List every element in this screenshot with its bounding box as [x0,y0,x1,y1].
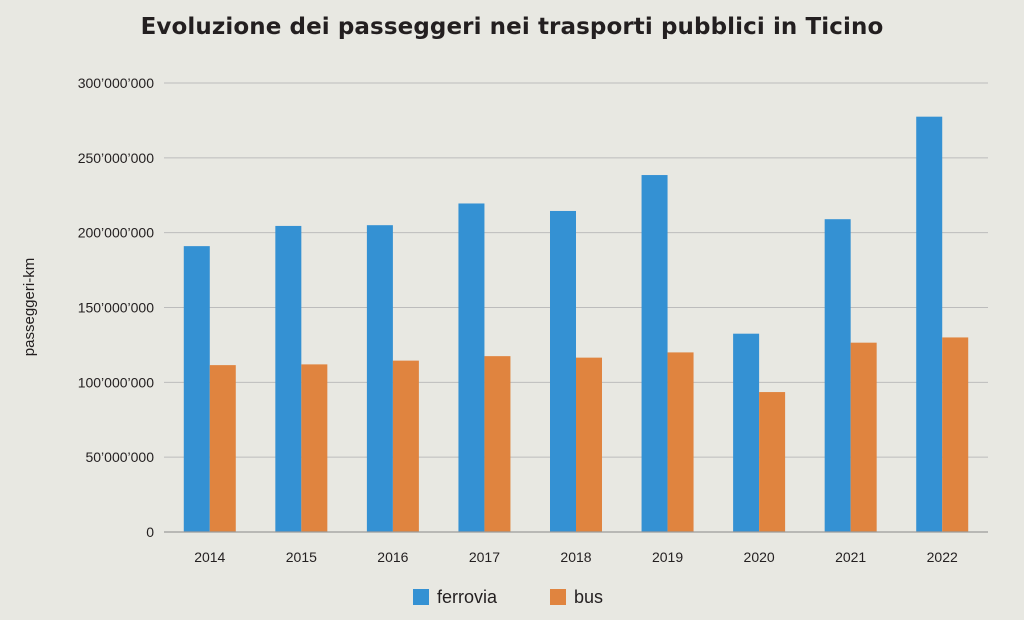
bar-bus-2021 [850,342,877,532]
x-axis-ticks: 2014 2015 2016 2017 2018 2019 2020 2021 2022 [194,549,958,565]
legend: ferrovia bus [413,587,603,607]
y-axis-title: passeggeri-km [21,258,38,356]
bar-bus-2016 [392,360,419,532]
bar-ferrovia-2017 [458,203,485,532]
chart-title: Evoluzione dei passeggeri nei trasporti … [140,14,884,40]
bar-ferrovia-2020 [733,333,760,532]
bars [183,116,969,533]
bar-ferrovia-2019 [641,175,668,533]
y-tick-label: 150’000’000 [78,300,155,316]
legend-label-bus: bus [574,587,603,607]
y-tick-label: 250’000’000 [78,150,155,166]
y-tick-label: 200’000’000 [78,225,155,241]
bar-ferrovia-2018 [550,210,576,532]
x-tick-label: 2018 [560,549,591,565]
x-tick-label: 2021 [835,549,866,565]
bar-bus-2017 [484,356,511,532]
bar-ferrovia-2016 [366,225,393,532]
y-axis-ticks: 0 50’000’000 100’000’000 150’000’000 200’000… [78,75,155,540]
bar-ferrovia-2022 [916,116,943,533]
x-tick-label: 2022 [927,549,958,565]
bar-bus-2018 [576,357,602,532]
y-tick-label: 100’000’000 [78,374,155,390]
bar-bus-2014 [209,365,236,532]
legend-swatch-bus [550,589,566,605]
x-tick-label: 2017 [469,549,500,565]
bar-bus-2019 [667,352,694,532]
x-tick-label: 2019 [652,549,683,565]
bar-ferrovia-2014 [183,246,210,533]
x-tick-label: 2015 [286,549,317,565]
legend-label-ferrovia: ferrovia [437,587,498,607]
x-tick-label: 2016 [377,549,408,565]
x-tick-label: 2020 [744,549,775,565]
legend-swatch-ferrovia [413,589,429,605]
bar-bus-2020 [759,392,786,532]
y-tick-label: 50’000’000 [85,449,154,465]
y-tick-label: 300’000’000 [78,75,155,91]
bar-bus-2022 [942,337,969,532]
x-tick-label: 2014 [194,549,225,565]
bar-ferrovia-2015 [275,225,302,532]
bar-bus-2015 [301,364,328,532]
y-tick-label: 0 [146,524,154,540]
bar-ferrovia-2021 [824,219,851,533]
